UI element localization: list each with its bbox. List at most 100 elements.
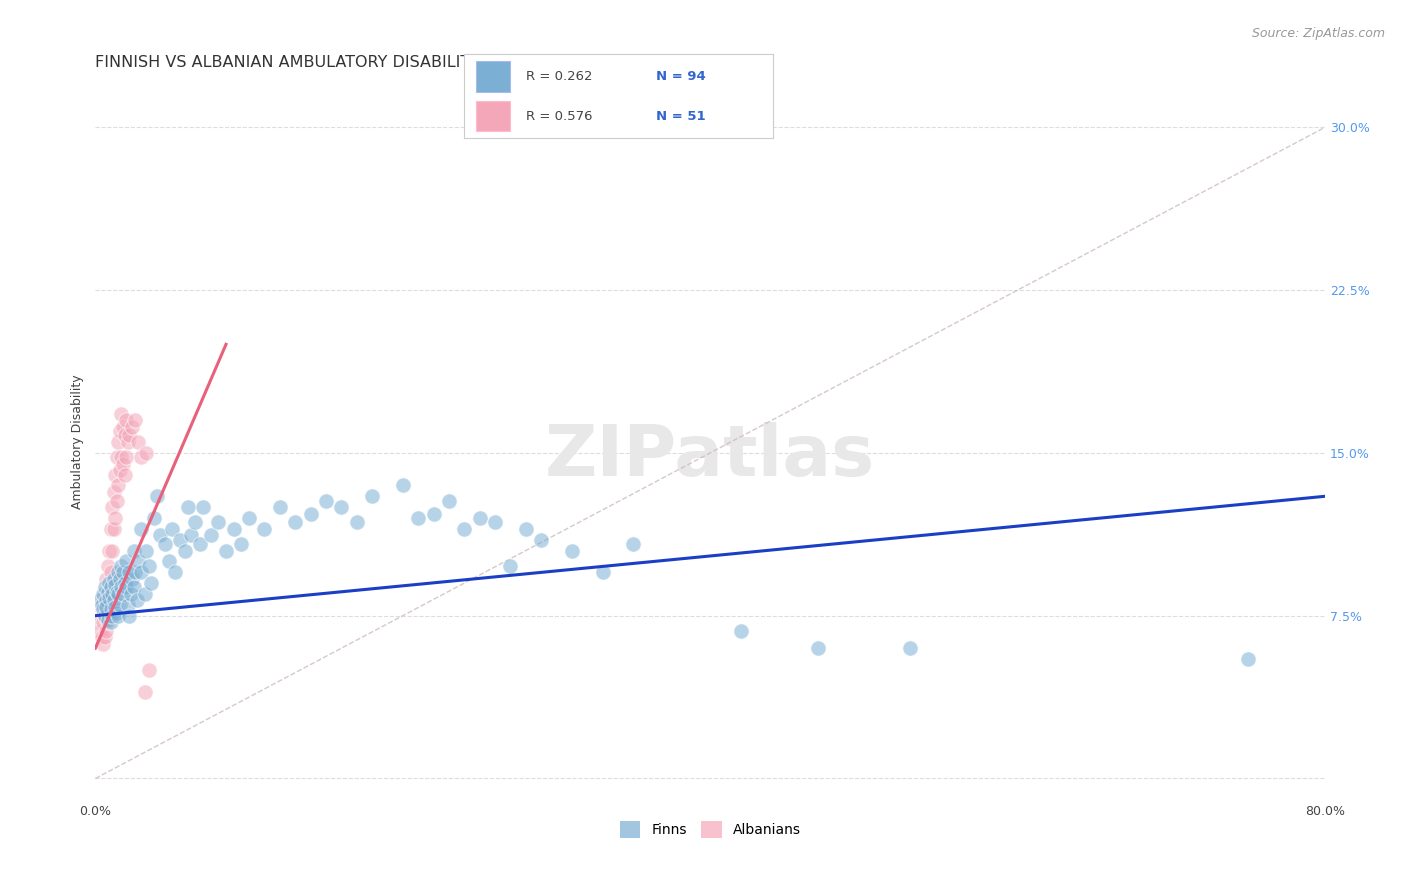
Point: [484, 516, 506, 530]
Point: [124, 566, 146, 580]
Point: [91, 587, 114, 601]
Point: [107, 478, 129, 492]
Point: [330, 500, 353, 515]
Point: [437, 493, 460, 508]
Point: [160, 522, 183, 536]
Point: [315, 493, 337, 508]
Point: [153, 537, 176, 551]
Point: [100, 566, 122, 580]
Point: [127, 435, 149, 450]
Point: [127, 554, 149, 568]
Point: [592, 566, 614, 580]
Y-axis label: Ambulatory Disability: Ambulatory Disability: [72, 375, 84, 509]
Point: [93, 631, 115, 645]
Point: [97, 615, 120, 630]
Point: [499, 558, 522, 573]
Point: [98, 591, 121, 606]
Point: [93, 608, 115, 623]
Point: [104, 467, 127, 482]
Point: [222, 522, 245, 536]
Point: [730, 624, 752, 638]
Point: [105, 450, 128, 465]
Point: [121, 572, 143, 586]
Point: [468, 511, 491, 525]
Point: [108, 463, 131, 477]
Text: Source: ZipAtlas.com: Source: ZipAtlas.com: [1251, 27, 1385, 40]
Point: [115, 554, 138, 568]
Point: [238, 511, 260, 525]
Point: [103, 572, 125, 586]
Point: [94, 572, 117, 586]
Point: [107, 566, 129, 580]
Point: [104, 599, 127, 614]
Point: [122, 581, 145, 595]
FancyBboxPatch shape: [477, 101, 510, 131]
Point: [98, 576, 121, 591]
Point: [807, 641, 830, 656]
Point: [91, 637, 114, 651]
Point: [110, 407, 132, 421]
Point: [121, 419, 143, 434]
Point: [253, 522, 276, 536]
Point: [100, 615, 122, 630]
Point: [191, 500, 214, 515]
Point: [97, 613, 120, 627]
Point: [103, 484, 125, 499]
Point: [231, 537, 253, 551]
Point: [105, 607, 128, 621]
Point: [101, 587, 124, 601]
Point: [391, 478, 413, 492]
Point: [138, 663, 160, 677]
Point: [107, 608, 129, 623]
Point: [111, 457, 134, 471]
Point: [361, 489, 384, 503]
Point: [94, 602, 117, 616]
Point: [108, 598, 131, 612]
Point: [110, 558, 132, 573]
Text: N = 51: N = 51: [655, 110, 706, 123]
Text: R = 0.576: R = 0.576: [526, 110, 592, 123]
Point: [114, 467, 136, 482]
Point: [98, 543, 121, 558]
Point: [117, 598, 139, 612]
Point: [94, 593, 117, 607]
Point: [453, 522, 475, 536]
Point: [93, 608, 115, 623]
Point: [114, 428, 136, 442]
Point: [269, 500, 291, 515]
Point: [118, 566, 141, 580]
Point: [103, 593, 125, 607]
Point: [101, 500, 124, 515]
Point: [1237, 652, 1260, 666]
Point: [91, 602, 114, 616]
Point: [90, 598, 112, 612]
Point: [138, 558, 160, 573]
Point: [111, 566, 134, 580]
Point: [104, 578, 127, 592]
Point: [110, 450, 132, 465]
Point: [100, 602, 122, 616]
Point: [97, 593, 120, 607]
Point: [98, 581, 121, 595]
Point: [188, 537, 211, 551]
Point: [89, 593, 111, 607]
Point: [146, 489, 169, 503]
Point: [101, 543, 124, 558]
Point: [100, 581, 122, 595]
Point: [422, 507, 444, 521]
Point: [561, 543, 583, 558]
Point: [94, 624, 117, 638]
Point: [135, 446, 157, 460]
Point: [107, 435, 129, 450]
Point: [89, 615, 111, 630]
Point: [621, 537, 644, 551]
Point: [115, 450, 138, 465]
Point: [157, 554, 180, 568]
Point: [117, 435, 139, 450]
Point: [165, 566, 187, 580]
Point: [530, 533, 553, 547]
Point: [139, 576, 162, 591]
Point: [97, 584, 120, 599]
Point: [103, 522, 125, 536]
Point: [131, 450, 153, 465]
